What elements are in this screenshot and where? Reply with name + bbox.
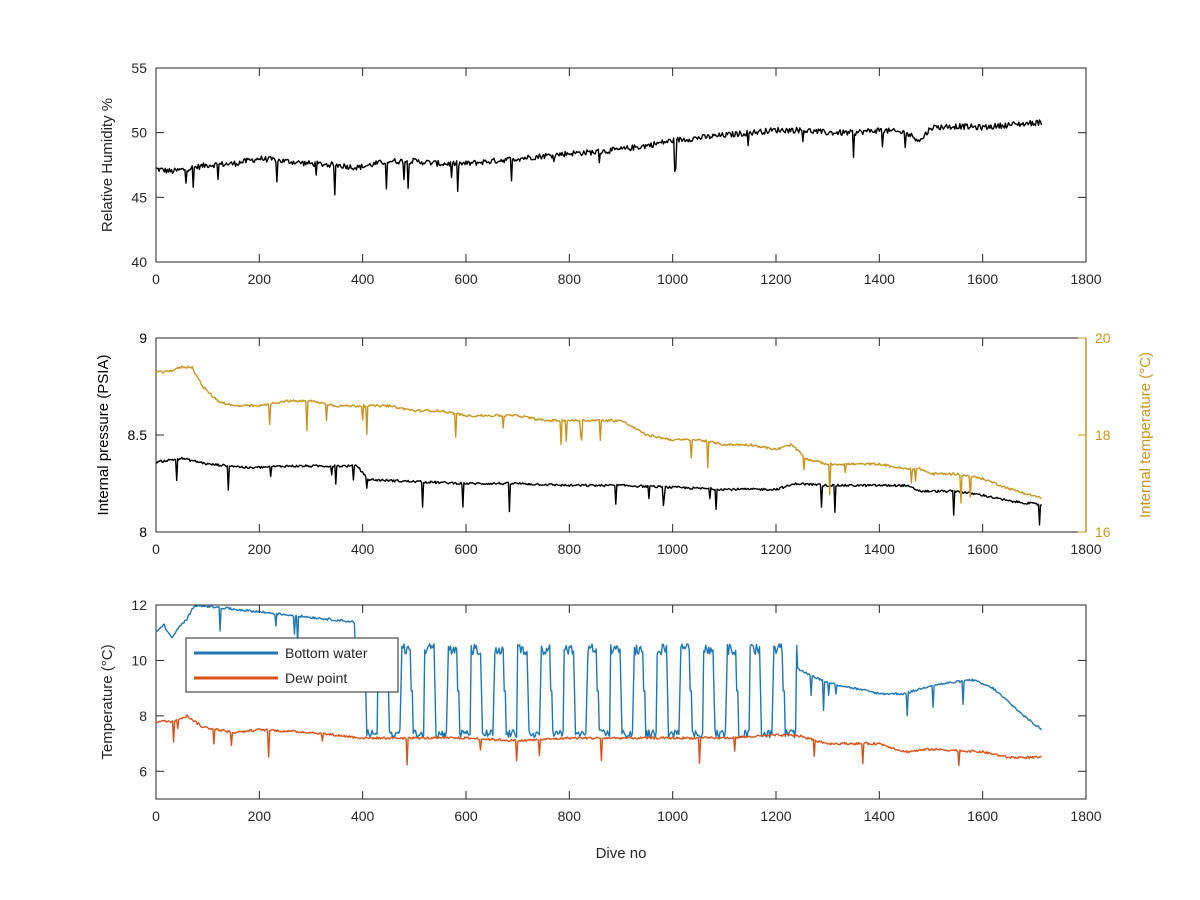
x-tick-label: 1600 bbox=[967, 808, 998, 824]
x-tick-label: 1600 bbox=[967, 541, 998, 557]
plot-area bbox=[155, 337, 1087, 533]
x-tick-label: 0 bbox=[152, 541, 160, 557]
x-tick-label: 1800 bbox=[1070, 271, 1101, 287]
x-tick-label: 200 bbox=[248, 271, 272, 287]
x-tick-label: 1000 bbox=[657, 541, 688, 557]
series-line-primary bbox=[155, 119, 1043, 196]
x-tick-label: 600 bbox=[454, 541, 478, 557]
legend-box bbox=[185, 637, 399, 693]
y2-tick-label: 20 bbox=[1095, 330, 1111, 346]
x-tick-label: 0 bbox=[152, 808, 160, 824]
series-group bbox=[155, 365, 1043, 526]
x-tick-label: 1800 bbox=[1070, 808, 1101, 824]
series-line-bottom-water bbox=[155, 604, 1043, 739]
y-axis-label: Internal pressure (PSIA) bbox=[95, 355, 112, 516]
series-group bbox=[155, 119, 1043, 196]
y-tick-label: 50 bbox=[131, 125, 147, 141]
x-tick-label: 600 bbox=[454, 808, 478, 824]
panel-relative-humidity: 0 200 400 600 800 1000 1200 1400 1600 1800 40 45 50 5… bbox=[99, 60, 1102, 287]
x-tick-label: 1600 bbox=[967, 271, 998, 287]
y-tick-label: 45 bbox=[131, 189, 147, 205]
legend-label-dew-point: Dew point bbox=[285, 670, 347, 686]
y-tick-label: 9 bbox=[139, 330, 147, 346]
x-tick-label: 1000 bbox=[657, 808, 688, 824]
y-axis-label: Relative Humidity % bbox=[99, 98, 116, 232]
legend-label-bottom-water: Bottom water bbox=[285, 645, 368, 661]
legend: Bottom water Dew point bbox=[185, 637, 399, 693]
x-tick-label: 0 bbox=[152, 271, 160, 287]
x-axis-label: Dive no bbox=[596, 845, 647, 862]
x-tick-label: 400 bbox=[351, 808, 375, 824]
y2-tick-label: 18 bbox=[1095, 427, 1111, 443]
y2-axis-label: Internal temperature (°C) bbox=[1137, 352, 1154, 518]
x-tick-label: 200 bbox=[248, 541, 272, 557]
x-tick-label: 1400 bbox=[864, 808, 895, 824]
series-group bbox=[155, 604, 1043, 767]
axes-group: 0 200 400 600 800 1000 1200 1400 1600 1800 40 45 50 5… bbox=[131, 60, 1101, 287]
x-tick-label: 1200 bbox=[760, 271, 791, 287]
series-line-dew-point bbox=[155, 714, 1042, 767]
y-tick-label: 8.5 bbox=[128, 427, 148, 443]
x-tick-label: 600 bbox=[454, 271, 478, 287]
x-tick-label: 1000 bbox=[657, 271, 688, 287]
x-tick-label: 400 bbox=[351, 271, 375, 287]
x-tick-label: 1800 bbox=[1070, 541, 1101, 557]
y-tick-label: 10 bbox=[131, 652, 147, 668]
axes-group: 0 200 400 600 800 1000 1200 1400 1600 1800 8 8.5 9 16… bbox=[128, 330, 1111, 557]
panel-temperature: 0 200 400 600 800 1000 1200 1400 1600 1800681012 … bbox=[99, 597, 1102, 862]
plot-area bbox=[155, 67, 1087, 263]
x-tick-label: 800 bbox=[558, 541, 582, 557]
x-tick-label: 1400 bbox=[864, 541, 895, 557]
y2-tick-label: 16 bbox=[1095, 524, 1111, 540]
y-tick-label: 8 bbox=[139, 524, 147, 540]
y-tick-label: 12 bbox=[131, 597, 147, 613]
series-line-primary bbox=[155, 456, 1043, 526]
x-tick-label: 1200 bbox=[760, 541, 791, 557]
x-tick-label: 800 bbox=[558, 808, 582, 824]
x-tick-label: 1200 bbox=[760, 808, 791, 824]
series-line-secondary bbox=[155, 365, 1042, 504]
x-tick-label: 400 bbox=[351, 541, 375, 557]
x-tick-label: 200 bbox=[248, 808, 272, 824]
x-tick-label: 800 bbox=[558, 271, 582, 287]
x-tick-label: 1400 bbox=[864, 271, 895, 287]
y-tick-label: 6 bbox=[139, 763, 147, 779]
y-tick-label: 8 bbox=[139, 708, 147, 724]
y-tick-label: 40 bbox=[131, 254, 147, 270]
panel-internal-pressure: 0 200 400 600 800 1000 1200 1400 1600 1800 8 8.5 9 16… bbox=[95, 330, 1154, 557]
y-tick-label: 55 bbox=[131, 60, 147, 76]
y-axis-label: Temperature (°C) bbox=[99, 644, 116, 759]
axes-group: 0 200 400 600 800 1000 1200 1400 1600 1800 6 8 10 12 bbox=[131, 597, 1101, 824]
